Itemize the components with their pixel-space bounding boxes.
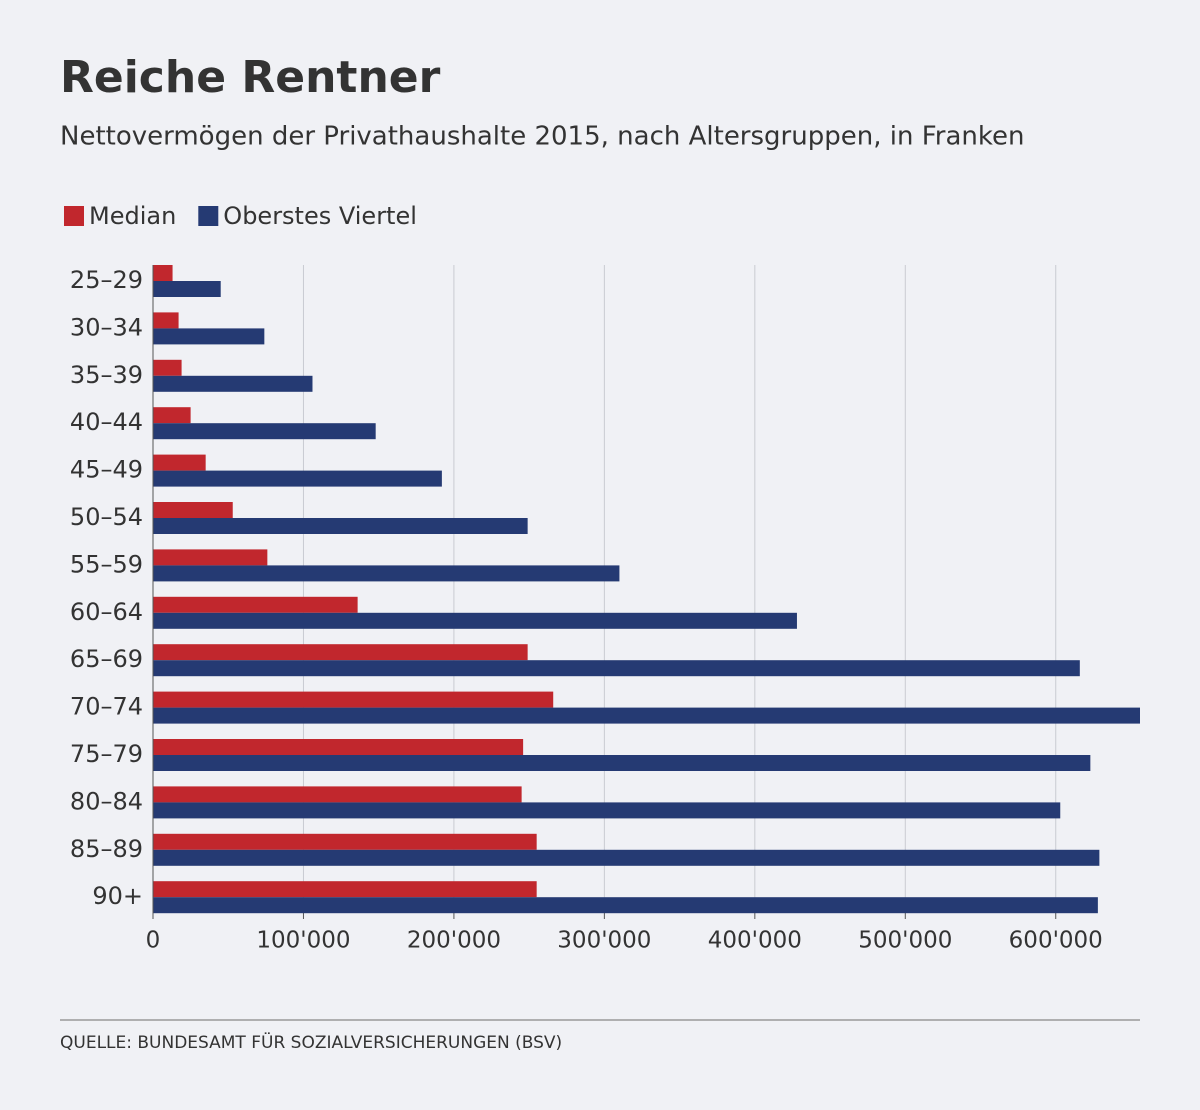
y-tick-label: 70–74: [70, 693, 143, 721]
bar: [153, 596, 358, 613]
bar: [153, 644, 528, 661]
y-tick-label: 50–54: [70, 503, 143, 531]
bar: [153, 312, 179, 329]
x-tick-label: 300'000: [557, 928, 651, 954]
x-tick-label: 400'000: [708, 928, 802, 954]
bar: [153, 786, 522, 803]
bar: [153, 407, 191, 424]
y-tick-label: 30–34: [70, 313, 143, 341]
bar: [153, 359, 182, 376]
bar: [153, 833, 537, 850]
y-tick-label: 90+: [92, 882, 143, 910]
bar: [153, 454, 206, 471]
y-tick-label: 60–64: [70, 598, 143, 626]
bar: [153, 281, 221, 297]
bar: [153, 549, 268, 566]
bar: [153, 897, 1098, 914]
x-tick-label: 100'000: [256, 928, 350, 954]
legend-swatch: [64, 206, 84, 226]
x-tick-label: 200'000: [407, 928, 501, 954]
bar: [153, 265, 173, 281]
chart-subtitle: Nettovermögen der Privathaushalte 2015, …: [60, 122, 1024, 152]
bar: [153, 470, 442, 487]
bar: [153, 691, 554, 708]
y-tick-label: 55–59: [70, 550, 143, 578]
bar: [153, 565, 620, 582]
y-tick-label: 85–89: [70, 835, 143, 863]
bar: [153, 612, 797, 629]
bar: [153, 660, 1080, 677]
y-tick-label: 45–49: [70, 456, 143, 484]
source: QUELLE: BUNDESAMT FÜR SOZIALVERSICHERUNG…: [60, 1031, 562, 1053]
bar: [153, 707, 1140, 724]
y-tick-label: 65–69: [70, 645, 143, 673]
bar: [153, 328, 265, 345]
bar: [153, 802, 1061, 819]
y-tick-label: 25–29: [70, 266, 143, 294]
y-tick-label: 40–44: [70, 408, 143, 436]
bar: [153, 423, 376, 440]
bar: [153, 375, 313, 392]
bar: [153, 755, 1091, 771]
y-tick-label: 35–39: [70, 361, 143, 389]
x-tick-label: 0: [146, 928, 161, 954]
x-tick-label: 500'000: [858, 928, 952, 954]
legend-swatch: [198, 206, 219, 226]
x-tick-label: 600'000: [1009, 928, 1103, 954]
legend-label: Oberstes Viertel: [223, 202, 417, 230]
bar: [153, 502, 233, 518]
bar: [153, 518, 528, 534]
legend-label: Median: [89, 202, 176, 230]
chart-title: Reiche Rentner: [60, 52, 441, 103]
bar: [153, 739, 524, 755]
bar: [153, 881, 537, 898]
bar: [153, 849, 1100, 866]
y-tick-label: 75–79: [70, 740, 143, 768]
y-tick-label: 80–84: [70, 787, 143, 815]
